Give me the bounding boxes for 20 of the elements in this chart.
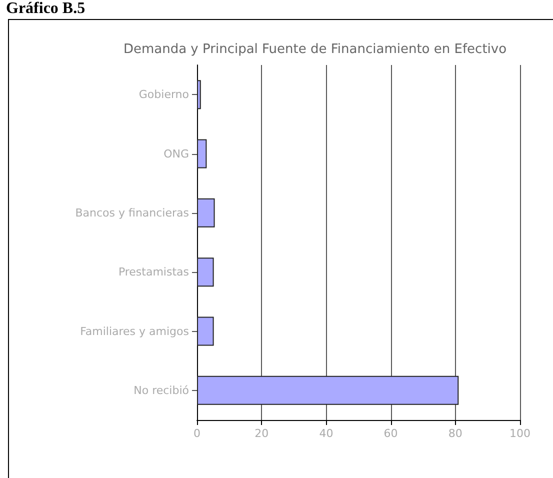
y-tick-label: ONG (164, 147, 189, 160)
bar (197, 80, 201, 110)
bar (197, 376, 459, 405)
x-tick-label: 0 (194, 427, 200, 440)
x-tick-label: 60 (384, 427, 398, 440)
x-tick-label: 100 (510, 427, 530, 440)
y-tick-label: Familiares y amigos (80, 324, 190, 338)
y-tick-label: No recibió (134, 384, 190, 397)
text: Gráfico B.5 (6, 0, 86, 18)
chart-title: Demanda y Principal Fuente de Financiamiento en Efectivo (123, 42, 507, 57)
bar (197, 198, 215, 228)
bar (197, 316, 214, 346)
bar (197, 258, 214, 287)
x-tick-label: 40 (319, 427, 334, 440)
y-tick-label: Gobierno (138, 88, 190, 102)
y-tick-label: Prestamistas (118, 266, 190, 279)
x-tick-label: 20 (254, 427, 269, 440)
y-tick-label: Bancos y financieras (75, 206, 190, 220)
bar (197, 139, 207, 168)
x-tick-label: 80 (448, 427, 462, 440)
